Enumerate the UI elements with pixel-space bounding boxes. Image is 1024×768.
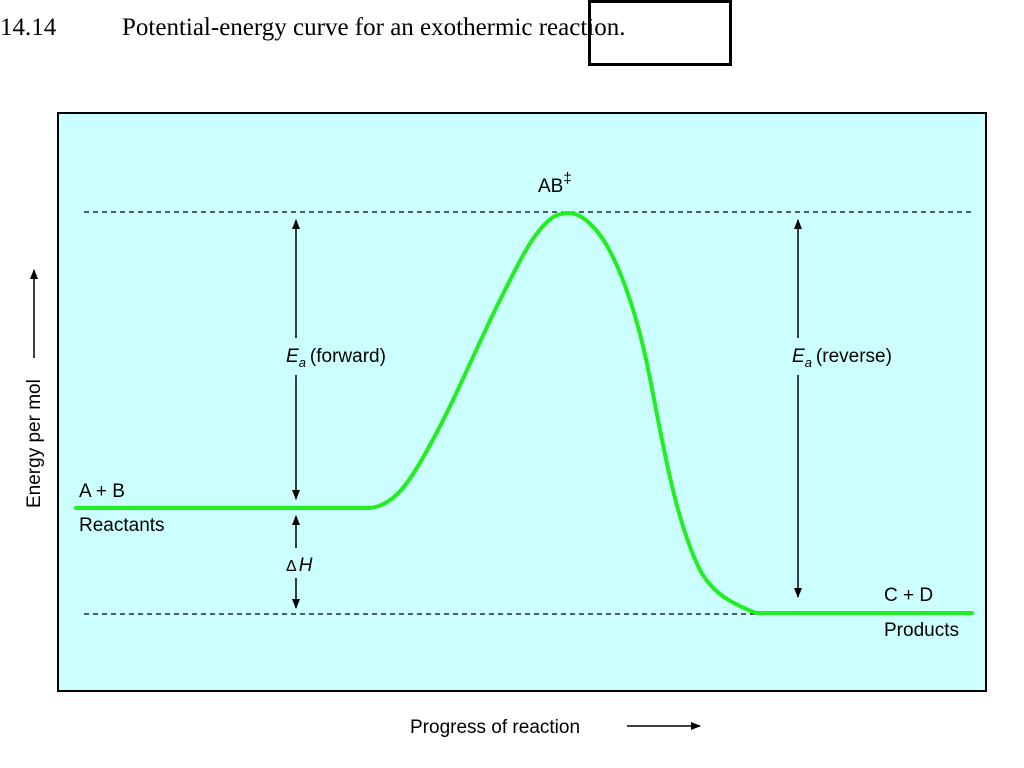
ea-forward-subscript: a bbox=[299, 355, 306, 370]
highlight-box bbox=[588, 0, 732, 66]
products-label: Products bbox=[884, 620, 959, 641]
delta-symbol: Δ bbox=[286, 558, 297, 575]
ea-forward-symbol: E bbox=[286, 346, 299, 367]
transition-state-text: AB bbox=[538, 176, 563, 197]
products-formula: C + D bbox=[884, 585, 933, 606]
figure-title: Potential-energy curve for an exothermic… bbox=[122, 14, 626, 41]
delta-h-text: H bbox=[299, 555, 313, 576]
transition-state-label: AB‡ bbox=[538, 170, 572, 197]
figure-number: 14.14 bbox=[0, 14, 57, 41]
ea-forward-label: Ea (forward) bbox=[286, 346, 386, 370]
figure-heading: 14.14 Potential-energy curve for an exot… bbox=[0, 14, 1024, 50]
energy-curve bbox=[74, 211, 974, 615]
ea-reverse-label: Ea (reverse) bbox=[792, 346, 892, 370]
reactants-formula: A + B bbox=[79, 481, 125, 502]
x-axis-label: Progress of reaction bbox=[410, 717, 580, 738]
ea-reverse-subscript: a bbox=[805, 355, 812, 370]
diagram-panel bbox=[57, 112, 987, 692]
double-dagger-symbol: ‡ bbox=[563, 170, 571, 187]
ea-reverse-symbol: E bbox=[792, 346, 805, 367]
ea-reverse-text: (reverse) bbox=[816, 346, 892, 367]
ea-forward-text: (forward) bbox=[310, 346, 386, 367]
reactants-label: Reactants bbox=[79, 515, 165, 536]
y-axis-label: Energy per mol bbox=[24, 379, 45, 508]
